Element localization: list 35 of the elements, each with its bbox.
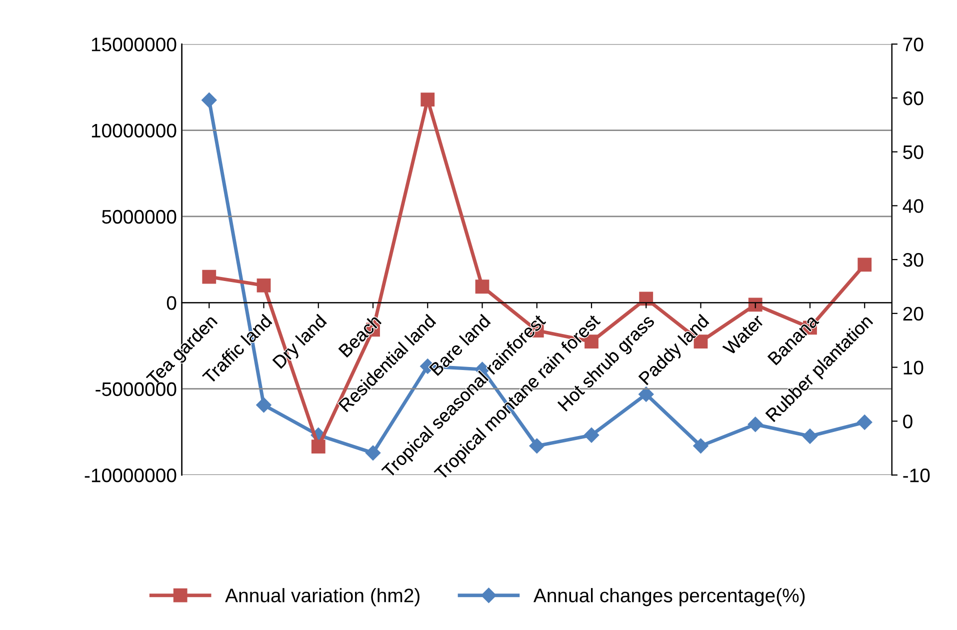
- y2-tick-label: 10: [904, 360, 924, 375]
- legend-label: Annual variation (hm2): [225, 588, 420, 606]
- y2-tick-label: 40: [902, 199, 924, 213]
- y2-tick-label: -10: [903, 468, 930, 482]
- point: [475, 280, 490, 294]
- y-tick-label: 15000000: [92, 38, 176, 52]
- y2-tick-label: 70: [903, 38, 924, 52]
- point: [202, 270, 216, 284]
- legend-label: Annual changes percentage(%): [533, 588, 805, 606]
- y-tick-label: -10000000: [84, 468, 176, 482]
- point: [256, 278, 271, 292]
- point: [529, 438, 544, 454]
- y2-tick-label: 30: [903, 253, 924, 267]
- y2-tick-label: 60: [903, 91, 924, 106]
- y-tick-label: 10000000: [92, 124, 176, 138]
- point: [365, 445, 381, 461]
- point: [639, 292, 654, 306]
- y-tick-label: 0: [166, 296, 176, 310]
- y2-tick-label: 20: [903, 306, 924, 321]
- y-tick-label: 5000000: [102, 210, 176, 224]
- y2-tick-label: 50: [903, 145, 924, 160]
- point: [584, 428, 600, 443]
- point: [638, 386, 654, 402]
- point: [857, 414, 872, 430]
- point: [256, 397, 272, 413]
- point: [802, 428, 818, 444]
- point: [202, 92, 217, 108]
- point: [748, 298, 762, 312]
- y-tick-label: -5000000: [96, 382, 176, 396]
- point: [311, 440, 326, 454]
- y2-tick-label: 0: [903, 414, 912, 428]
- point: [693, 438, 708, 454]
- point: [748, 416, 763, 432]
- point: [420, 92, 435, 107]
- point: [858, 258, 872, 272]
